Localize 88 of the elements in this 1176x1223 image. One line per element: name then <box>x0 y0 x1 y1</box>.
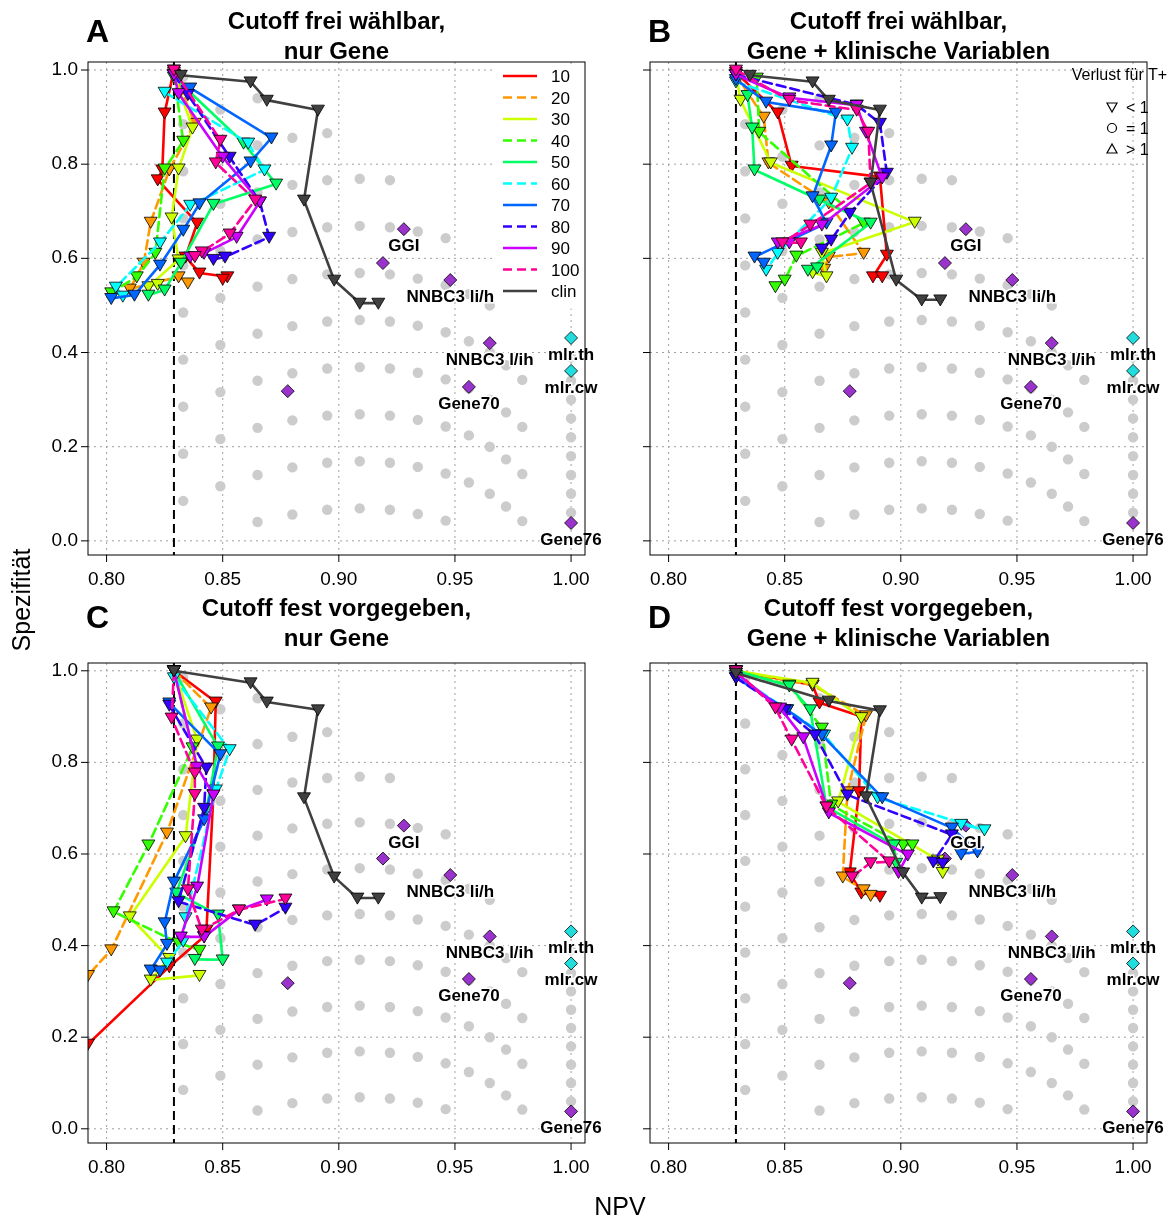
annotation: mlr.cw <box>544 970 599 990</box>
x-tick-label: 0.90 <box>320 1156 358 1177</box>
y-axis-title: Spezifität <box>7 548 35 652</box>
y-tick-label: 0.2 <box>51 1025 78 1047</box>
x-tick-label: 0.85 <box>204 568 242 589</box>
legend-label: 80 <box>551 217 570 237</box>
annotation: Gene76 <box>540 1118 602 1138</box>
x-tick-label: 1.00 <box>1114 568 1152 589</box>
annotation: mlr.th <box>547 344 595 364</box>
annotation: NNBC3 l/ih <box>1007 350 1096 370</box>
x-tick-label: 0.95 <box>436 1156 474 1177</box>
chart-subtitle: nur Gene <box>283 37 390 64</box>
x-tick-label: 0.90 <box>882 568 920 589</box>
text: B <box>648 13 672 49</box>
y-tick-label: 0.6 <box>51 842 78 864</box>
annotation: GGI <box>950 236 982 256</box>
annotation: > 1 <box>1126 141 1149 158</box>
y-tick-label: 0.2 <box>51 434 78 456</box>
legend-label: clin <box>551 282 577 301</box>
annotation: mlr.th <box>547 938 595 958</box>
annotation: Gene76 <box>540 529 602 549</box>
x-tick-label: 0.95 <box>998 1156 1036 1177</box>
annotation: mlr.cw <box>544 377 599 397</box>
legend-label: 20 <box>551 88 570 108</box>
y-tick-label: 1.0 <box>51 658 78 680</box>
x-tick-label: 0.90 <box>882 1156 920 1177</box>
y-tick-label: 1.0 <box>51 58 78 80</box>
x-tick-label: 0.80 <box>650 568 688 589</box>
chart-subtitle: nur Gene <box>283 624 390 651</box>
y-tick-label: 0.8 <box>51 152 78 174</box>
annotation: Gene70 <box>1000 986 1062 1006</box>
annotation: NNBC3 l/ih <box>445 943 534 963</box>
annotation: GGI <box>388 236 420 256</box>
chart-subtitle: Gene + klinische Variablen <box>746 37 1051 64</box>
x-tick-label: 1.00 <box>552 1156 590 1177</box>
text: C <box>86 599 110 635</box>
x-tick-label: 0.80 <box>88 568 126 589</box>
annotation: Verlust für T+ <box>1071 66 1167 83</box>
annotation: mlr.th <box>1109 344 1157 364</box>
x-tick-label: 0.95 <box>998 568 1036 589</box>
chart-subtitle: Gene + klinische Variablen <box>746 624 1051 651</box>
annotation: Gene70 <box>438 986 500 1006</box>
x-tick-label: 1.00 <box>552 568 590 589</box>
annotation: Gene70 <box>438 393 500 413</box>
y-tick-label: 0.4 <box>51 933 79 955</box>
annotation: GGI <box>388 832 420 852</box>
x-tick-label: 0.85 <box>766 568 804 589</box>
chart-title: Cutoff fest vorgegeben, <box>763 594 1034 621</box>
legend-label: 50 <box>551 153 570 172</box>
legend-label: 100 <box>551 260 580 280</box>
annotation: Gene76 <box>1102 1118 1164 1138</box>
annotation: = 1 <box>1126 120 1149 137</box>
legend-label: 60 <box>551 174 570 194</box>
annotation: NNBC3 l/ih <box>1007 943 1096 963</box>
legend-label: 30 <box>551 110 570 129</box>
annotation: Gene70 <box>1000 393 1062 413</box>
x-tick-label: 0.85 <box>766 1156 804 1177</box>
x-tick-label: 0.80 <box>88 1156 126 1177</box>
legend-label: 90 <box>551 239 570 258</box>
text: D <box>648 599 672 635</box>
legend-label: 70 <box>551 196 570 215</box>
legend-label: 10 <box>551 67 570 86</box>
x-tick-label: 0.90 <box>320 568 358 589</box>
chart-title: Cutoff frei wählbar, <box>227 7 446 34</box>
annotation: mlr.cw <box>1106 970 1161 990</box>
text: A <box>86 13 110 49</box>
y-tick-label: 0.8 <box>51 750 78 772</box>
chart-title: Cutoff fest vorgegeben, <box>201 594 472 621</box>
x-tick-label: 1.00 <box>1114 1156 1152 1177</box>
y-tick-label: 0.4 <box>51 340 79 362</box>
annotation: mlr.cw <box>1106 377 1161 397</box>
y-tick-label: 0.6 <box>51 246 78 268</box>
annotation: mlr.th <box>1109 938 1157 958</box>
annotation: NNBC3 li/h <box>968 882 1057 902</box>
y-tick-label: 0.0 <box>51 528 78 550</box>
legend-label: 40 <box>551 131 570 151</box>
x-tick-label: 0.85 <box>204 1156 242 1177</box>
chart-title: Cutoff frei wählbar, <box>789 7 1008 34</box>
x-axis-title: NPV <box>594 1192 647 1220</box>
annotation: NNBC3 li/h <box>406 287 495 307</box>
x-tick-label: 0.95 <box>436 568 474 589</box>
y-tick-label: 0.0 <box>51 1116 78 1138</box>
x-tick-label: 0.80 <box>650 1156 688 1177</box>
annotation: Gene76 <box>1102 529 1164 549</box>
annotation: NNBC3 l/ih <box>445 350 534 370</box>
annotation: NNBC3 li/h <box>406 882 495 902</box>
annotation: NNBC3 li/h <box>968 287 1057 307</box>
annotation: < 1 <box>1126 99 1149 116</box>
